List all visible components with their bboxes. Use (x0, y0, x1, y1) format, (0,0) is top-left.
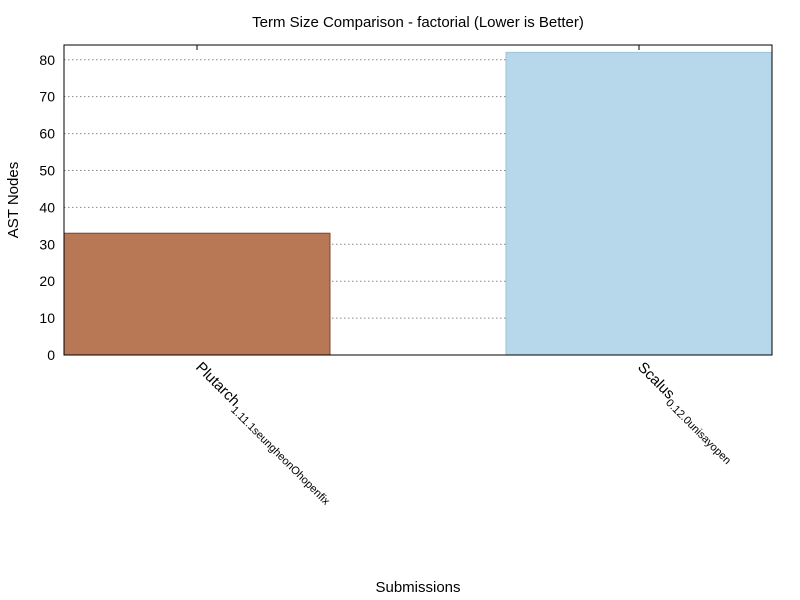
plot-frame (63, 44, 773, 356)
x-axis-label: Submissions (375, 579, 460, 596)
bar-1 (63, 232, 331, 356)
x-category-label: Scalus0.12.0unisayopen (631, 359, 739, 467)
y-tick-label: 0 (47, 347, 55, 363)
y-axis-label: AST Nodes (5, 162, 22, 238)
bars (63, 51, 773, 356)
x-axis-ticks (196, 45, 640, 50)
y-tick-label: 80 (39, 52, 55, 68)
y-tick-label: 70 (39, 89, 55, 105)
chart-title: Term Size Comparison - factorial (Lower … (252, 14, 584, 31)
y-tick-label: 40 (39, 199, 55, 215)
bar-2 (505, 51, 773, 356)
x-category-label: Plutarch1.11.1seungheonOhopenfix (189, 359, 338, 508)
y-tick-label: 10 (39, 310, 55, 326)
y-tick-label: 50 (39, 162, 55, 178)
y-axis-ticks: 0 10 20 30 40 50 60 70 80 (39, 52, 55, 363)
y-tick-label: 30 (39, 236, 55, 252)
x-axis-category-labels: Plutarch1.11.1seungheonOhopenfix Scalus0.… (189, 359, 739, 508)
y-tick-label: 20 (39, 273, 55, 289)
y-tick-label: 60 (39, 126, 55, 142)
